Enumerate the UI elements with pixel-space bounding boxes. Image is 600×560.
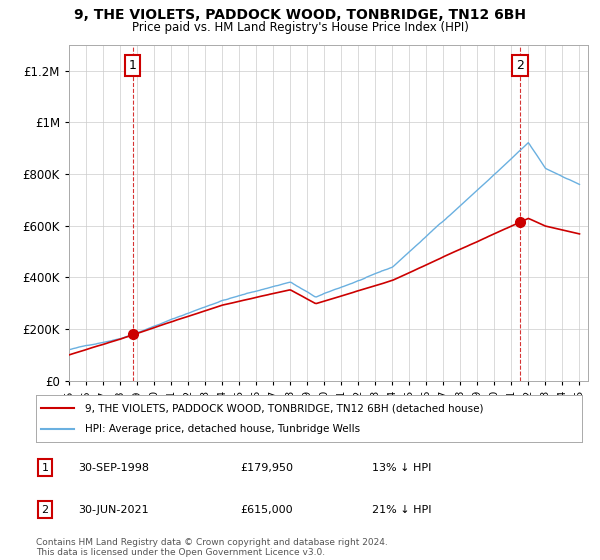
Text: 9, THE VIOLETS, PADDOCK WOOD, TONBRIDGE, TN12 6BH (detached house): 9, THE VIOLETS, PADDOCK WOOD, TONBRIDGE,… [85, 403, 484, 413]
Text: 1: 1 [129, 59, 137, 72]
Text: £615,000: £615,000 [240, 505, 293, 515]
Text: Price paid vs. HM Land Registry's House Price Index (HPI): Price paid vs. HM Land Registry's House … [131, 21, 469, 34]
Text: 1: 1 [41, 463, 49, 473]
Text: Contains HM Land Registry data © Crown copyright and database right 2024.
This d: Contains HM Land Registry data © Crown c… [36, 538, 388, 557]
Text: 21% ↓ HPI: 21% ↓ HPI [372, 505, 431, 515]
Text: HPI: Average price, detached house, Tunbridge Wells: HPI: Average price, detached house, Tunb… [85, 424, 360, 434]
Text: 2: 2 [41, 505, 49, 515]
Text: £179,950: £179,950 [240, 463, 293, 473]
Text: 9, THE VIOLETS, PADDOCK WOOD, TONBRIDGE, TN12 6BH: 9, THE VIOLETS, PADDOCK WOOD, TONBRIDGE,… [74, 8, 526, 22]
Text: 2: 2 [516, 59, 524, 72]
Text: 30-JUN-2021: 30-JUN-2021 [78, 505, 149, 515]
Text: 13% ↓ HPI: 13% ↓ HPI [372, 463, 431, 473]
Text: 30-SEP-1998: 30-SEP-1998 [78, 463, 149, 473]
